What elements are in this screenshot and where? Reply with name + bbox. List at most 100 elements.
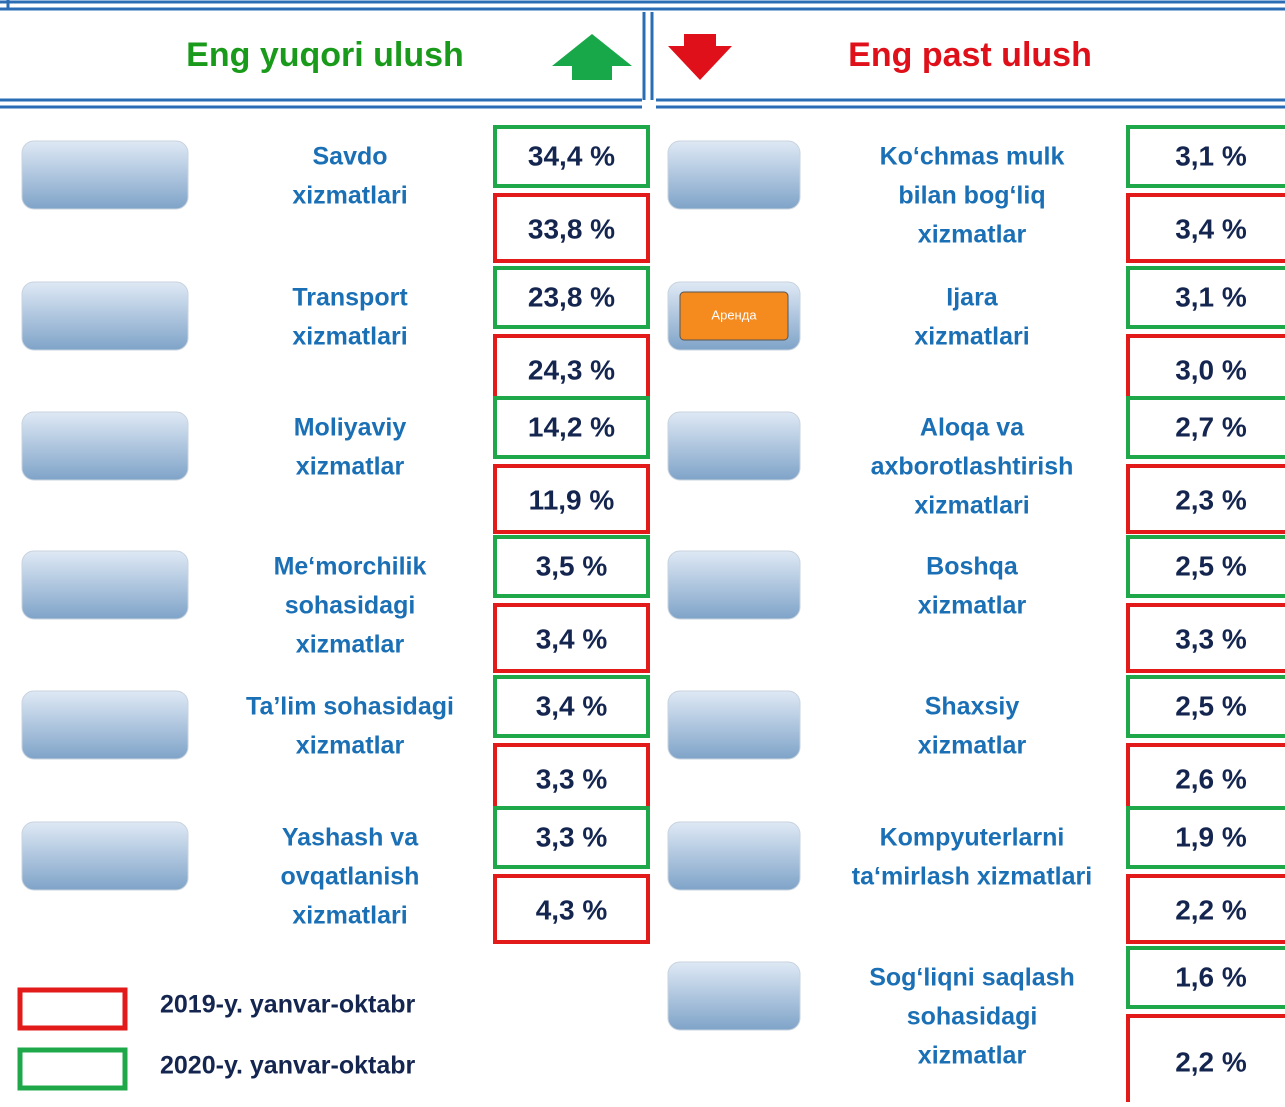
item-label: Sog‘liqni saqlash (869, 964, 1075, 992)
item-label: Ta’lim sohasidagi (246, 693, 454, 721)
item-label: ovqatlanish (281, 863, 420, 891)
value-2020: 1,9 % (1175, 821, 1247, 852)
value-2019: 3,4 % (536, 623, 608, 654)
item-label: Boshqa (926, 553, 1019, 581)
icon-sign (679, 291, 789, 341)
box-2020 (493, 806, 650, 869)
legend-green-box (17, 1047, 128, 1091)
box-2019 (493, 193, 650, 263)
item-label: xizmatlari (914, 323, 1029, 351)
legend-red: 2019-y. yanvar-oktabr (160, 991, 415, 1019)
box-2020 (493, 675, 650, 738)
item-label: xizmatlar (296, 631, 405, 659)
value-2020: 3,3 % (536, 821, 608, 852)
item-label: xizmatlari (292, 902, 407, 930)
value-2020: 3,5 % (536, 550, 608, 581)
item-label: ta‘mirlash xizmatlari (852, 863, 1092, 891)
box-2020 (1126, 396, 1285, 459)
value-2019: 3,4 % (1175, 213, 1247, 244)
item-label: xizmatlar (296, 732, 405, 760)
box-2019 (493, 464, 650, 534)
item-label: xizmatlar (918, 732, 1027, 760)
icon (667, 690, 801, 760)
value-2020: 3,1 % (1175, 140, 1247, 171)
icon (667, 411, 801, 481)
left-title: Eng yuqori ulush (186, 36, 464, 74)
box-2019 (493, 603, 650, 673)
item-label: Aloqa va (920, 414, 1025, 442)
box-2019 (1126, 193, 1285, 263)
box-2020 (493, 266, 650, 329)
icon (21, 411, 189, 481)
value-2019: 2,6 % (1175, 763, 1247, 794)
item-label: xizmatlar (296, 453, 405, 481)
box-2019 (1126, 464, 1285, 534)
item-label: xizmatlar (918, 221, 1027, 249)
value-2019: 4,3 % (536, 894, 608, 925)
legend-red-box (17, 987, 128, 1031)
value-2020: 34,4 % (528, 140, 615, 171)
box-2020 (1126, 266, 1285, 329)
box-2020 (1126, 535, 1285, 598)
value-2019: 2,2 % (1175, 1046, 1247, 1077)
value-2019: 3,3 % (1175, 623, 1247, 654)
value-2020: 2,7 % (1175, 411, 1247, 442)
item-label: xizmatlar (918, 592, 1027, 620)
box-2019 (1126, 603, 1285, 673)
legend-green: 2020-y. yanvar-oktabr (160, 1052, 415, 1080)
box-2019 (493, 874, 650, 944)
item-label: axborotlashtirish (871, 453, 1074, 481)
item-label: Moliyaviy (294, 414, 407, 442)
box-2020 (493, 396, 650, 459)
icon (667, 140, 801, 210)
value-2019: 2,3 % (1175, 484, 1247, 515)
value-2020: 14,2 % (528, 411, 615, 442)
value-2019: 3,0 % (1175, 354, 1247, 385)
value-2019: 11,9 % (529, 484, 615, 515)
down-arrow (668, 34, 732, 80)
box-2019 (1126, 874, 1285, 944)
icon (21, 140, 189, 210)
value-2019: 3,3 % (536, 763, 608, 794)
box-2020 (493, 125, 650, 188)
icon (21, 690, 189, 760)
item-label: Shaxsiy (925, 693, 1020, 721)
item-label: xizmatlari (292, 323, 407, 351)
icon (667, 821, 801, 891)
item-label: Me‘morchilik (274, 553, 427, 581)
item-label: xizmatlar (918, 1042, 1027, 1070)
box-2019 (1126, 743, 1285, 813)
icon (21, 281, 189, 351)
item-label: Kompyuterlarni (880, 824, 1065, 852)
icon-text: Аренда (711, 307, 757, 322)
box-2019 (1126, 1014, 1285, 1107)
box-2020 (1126, 946, 1285, 1009)
item-label: Yashash va (282, 824, 419, 852)
item-label: xizmatlari (292, 182, 407, 210)
item-label: sohasidagi (285, 592, 416, 620)
value-2019: 24,3 % (528, 354, 615, 385)
box-2020 (1126, 125, 1285, 188)
item-label: Savdo (312, 143, 387, 171)
item-label: Transport (292, 284, 408, 312)
box-2020 (1126, 675, 1285, 738)
value-2020: 2,5 % (1175, 550, 1247, 581)
value-2020: 23,8 % (528, 281, 615, 312)
item-label: sohasidagi (907, 1003, 1038, 1031)
item-label: Ko‘chmas mulk (880, 143, 1065, 171)
up-arrow (552, 34, 632, 80)
item-label: xizmatlari (914, 492, 1029, 520)
top-border (0, 0, 1285, 109)
value-2020: 3,4 % (536, 690, 608, 721)
icon (667, 550, 801, 620)
value-2020: 2,5 % (1175, 690, 1247, 721)
value-2020: 3,1 % (1175, 281, 1247, 312)
right-title: Eng past ulush (848, 36, 1092, 74)
item-label: bilan bog‘liq (898, 182, 1045, 210)
value-2020: 1,6 % (1175, 961, 1247, 992)
value-2019: 2,2 % (1175, 894, 1247, 925)
icon (667, 961, 801, 1031)
item-label: Ijara (946, 284, 999, 312)
value-2019: 33,8 % (528, 213, 615, 244)
